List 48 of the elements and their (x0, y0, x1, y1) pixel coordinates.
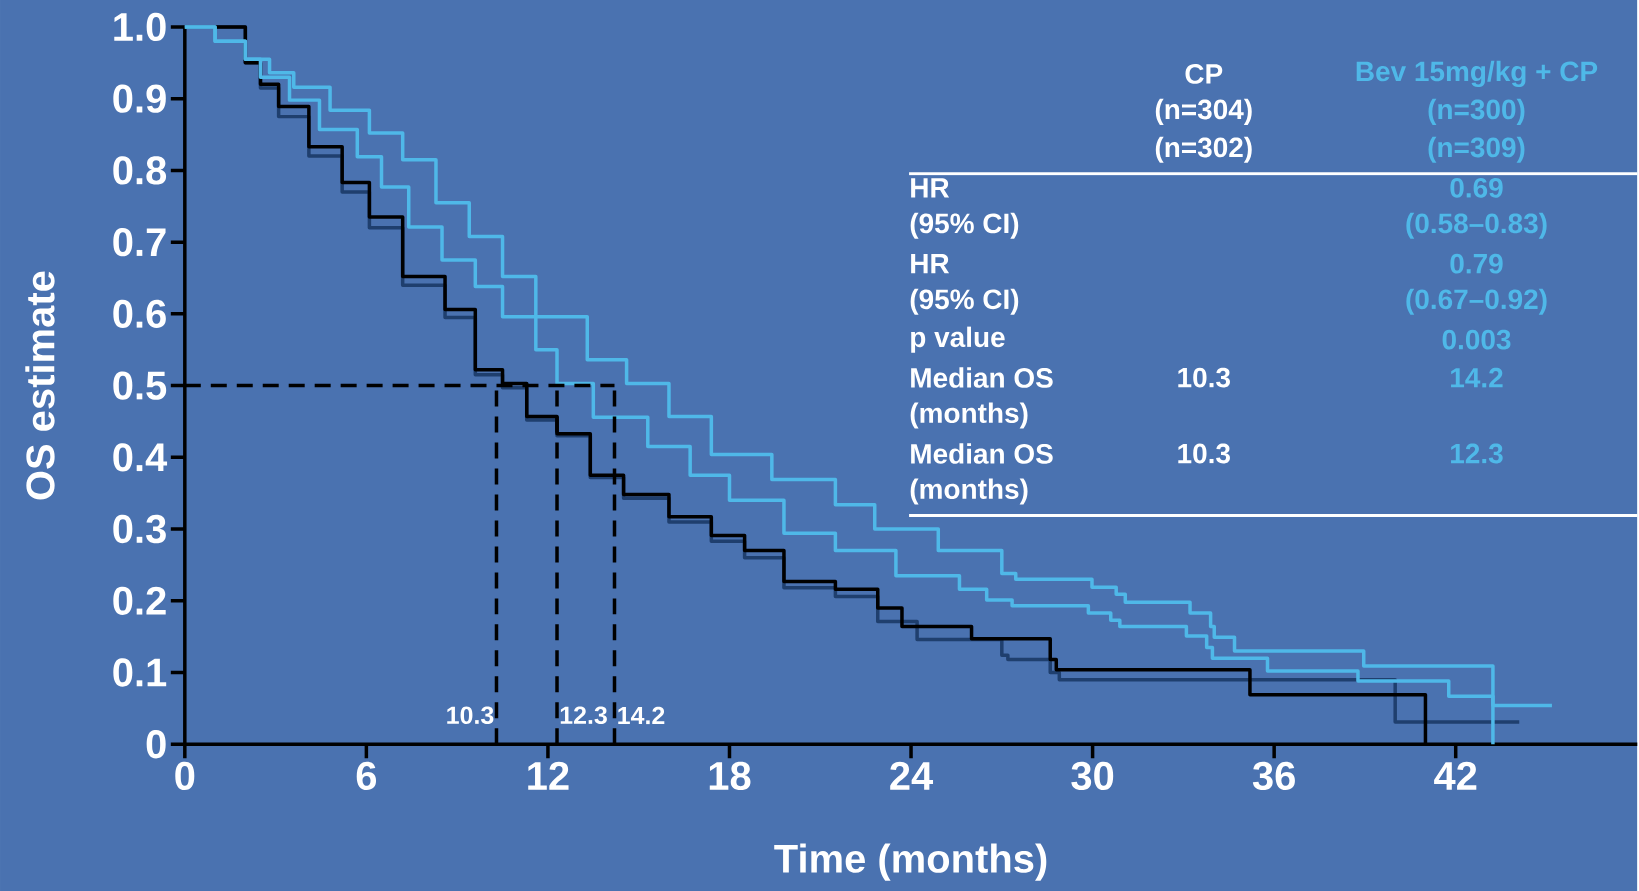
annotation: HR (911, 254, 950, 274)
y-tick-label: 0.4 (113, 443, 168, 472)
annotation: (0.58–0.83) (1406, 212, 1547, 239)
x-tick-label: 6 (356, 761, 377, 790)
annotation: (n=309) (1428, 136, 1525, 163)
annotation: CP (1185, 63, 1223, 84)
annotation: p value (911, 326, 1005, 353)
annotation: (0.67–0.92) (1406, 288, 1547, 315)
ref-line-label: 10.3 (447, 706, 494, 725)
annotation: (95% CI) (910, 288, 1019, 315)
annotation: 14.2 (1451, 367, 1503, 388)
annotation: (months) (910, 402, 1028, 429)
ref-line-label: 12.3 (560, 706, 607, 725)
annotation: 0.003 (1442, 329, 1511, 350)
y-tick-label: 0.2 (113, 586, 166, 615)
x-tick-label: 36 (1252, 761, 1295, 791)
x-axis-title: Time (months) (774, 843, 1047, 881)
x-tick-label: 12 (528, 761, 569, 790)
annotation: (95% CI) (910, 212, 1019, 239)
annotation: Median OS (911, 443, 1053, 464)
y-tick-label: 0 (146, 730, 166, 759)
annotation: 10.3 (1178, 367, 1230, 388)
annotation: Median OS (911, 367, 1053, 388)
annotation: 12.3 (1451, 443, 1503, 464)
y-tick-label: 0.8 (113, 156, 167, 185)
ref-line-label: 14.2 (618, 706, 665, 725)
y-tick-label: 0.5 (113, 371, 167, 400)
x-tick-label: 18 (709, 761, 751, 790)
x-tick-label: 30 (1071, 761, 1114, 791)
y-tick-label: 0.6 (113, 299, 166, 328)
annotation: HR (911, 178, 950, 198)
annotation: Bev 15mg/kg + CP (1356, 60, 1598, 87)
annotation: 0.79 (1450, 253, 1503, 274)
x-tick-label: 0 (175, 761, 195, 790)
x-tick-label: 24 (890, 761, 934, 790)
x-tick-label: 42 (1434, 761, 1477, 790)
annotation: (months) (910, 478, 1028, 505)
annotation: (n=304) (1155, 98, 1252, 125)
y-tick-label: 0.9 (113, 84, 166, 113)
annotation: 10.3 (1178, 443, 1230, 464)
y-axis-title: OS estimate (25, 271, 55, 500)
y-tick-label: 0.7 (113, 227, 166, 257)
y-tick-label: 0.1 (113, 658, 167, 687)
y-tick-label: 0.3 (113, 514, 166, 544)
annotation: 0.69 (1450, 177, 1503, 198)
annotation: (n=300) (1428, 98, 1525, 125)
annotation: (n=302) (1155, 136, 1252, 163)
y-tick-label: 1.0 (114, 12, 166, 42)
